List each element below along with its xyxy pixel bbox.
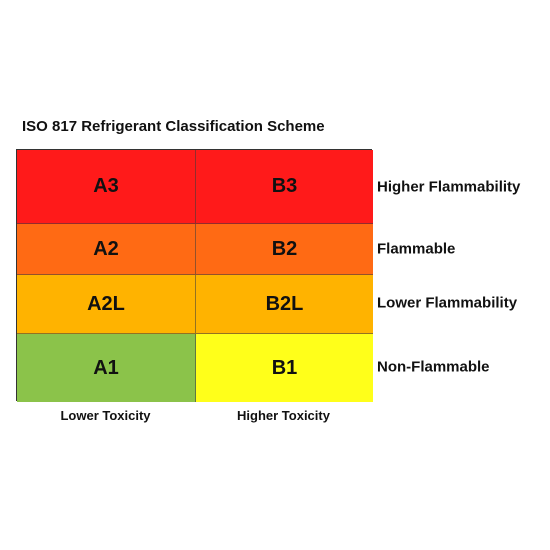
cell-b3: B3 [196, 150, 373, 224]
diagram-title: ISO 817 Refrigerant Classification Schem… [22, 118, 325, 135]
row-label-higher-flammability: Higher Flammability [377, 178, 521, 196]
cell-a2: A2 [17, 224, 196, 275]
row-label-flammable: Flammable [377, 240, 456, 258]
cell-a3: A3 [17, 150, 196, 224]
cell-b2l: B2L [196, 275, 373, 334]
cell-a2l: A2L [17, 275, 196, 334]
classification-grid: A3 B3 A2 B2 A2L B2L A1 B1 [16, 149, 373, 402]
cell-a1: A1 [17, 334, 196, 402]
row-label-lower-flammability: Lower Flammability [377, 294, 518, 312]
column-label-lower-toxicity: Lower Toxicity [60, 408, 151, 423]
row-label-non-flammable: Non-Flammable [377, 358, 490, 376]
cell-b2: B2 [196, 224, 373, 275]
column-label-higher-toxicity: Higher Toxicity [237, 408, 330, 423]
cell-b1: B1 [196, 334, 373, 402]
